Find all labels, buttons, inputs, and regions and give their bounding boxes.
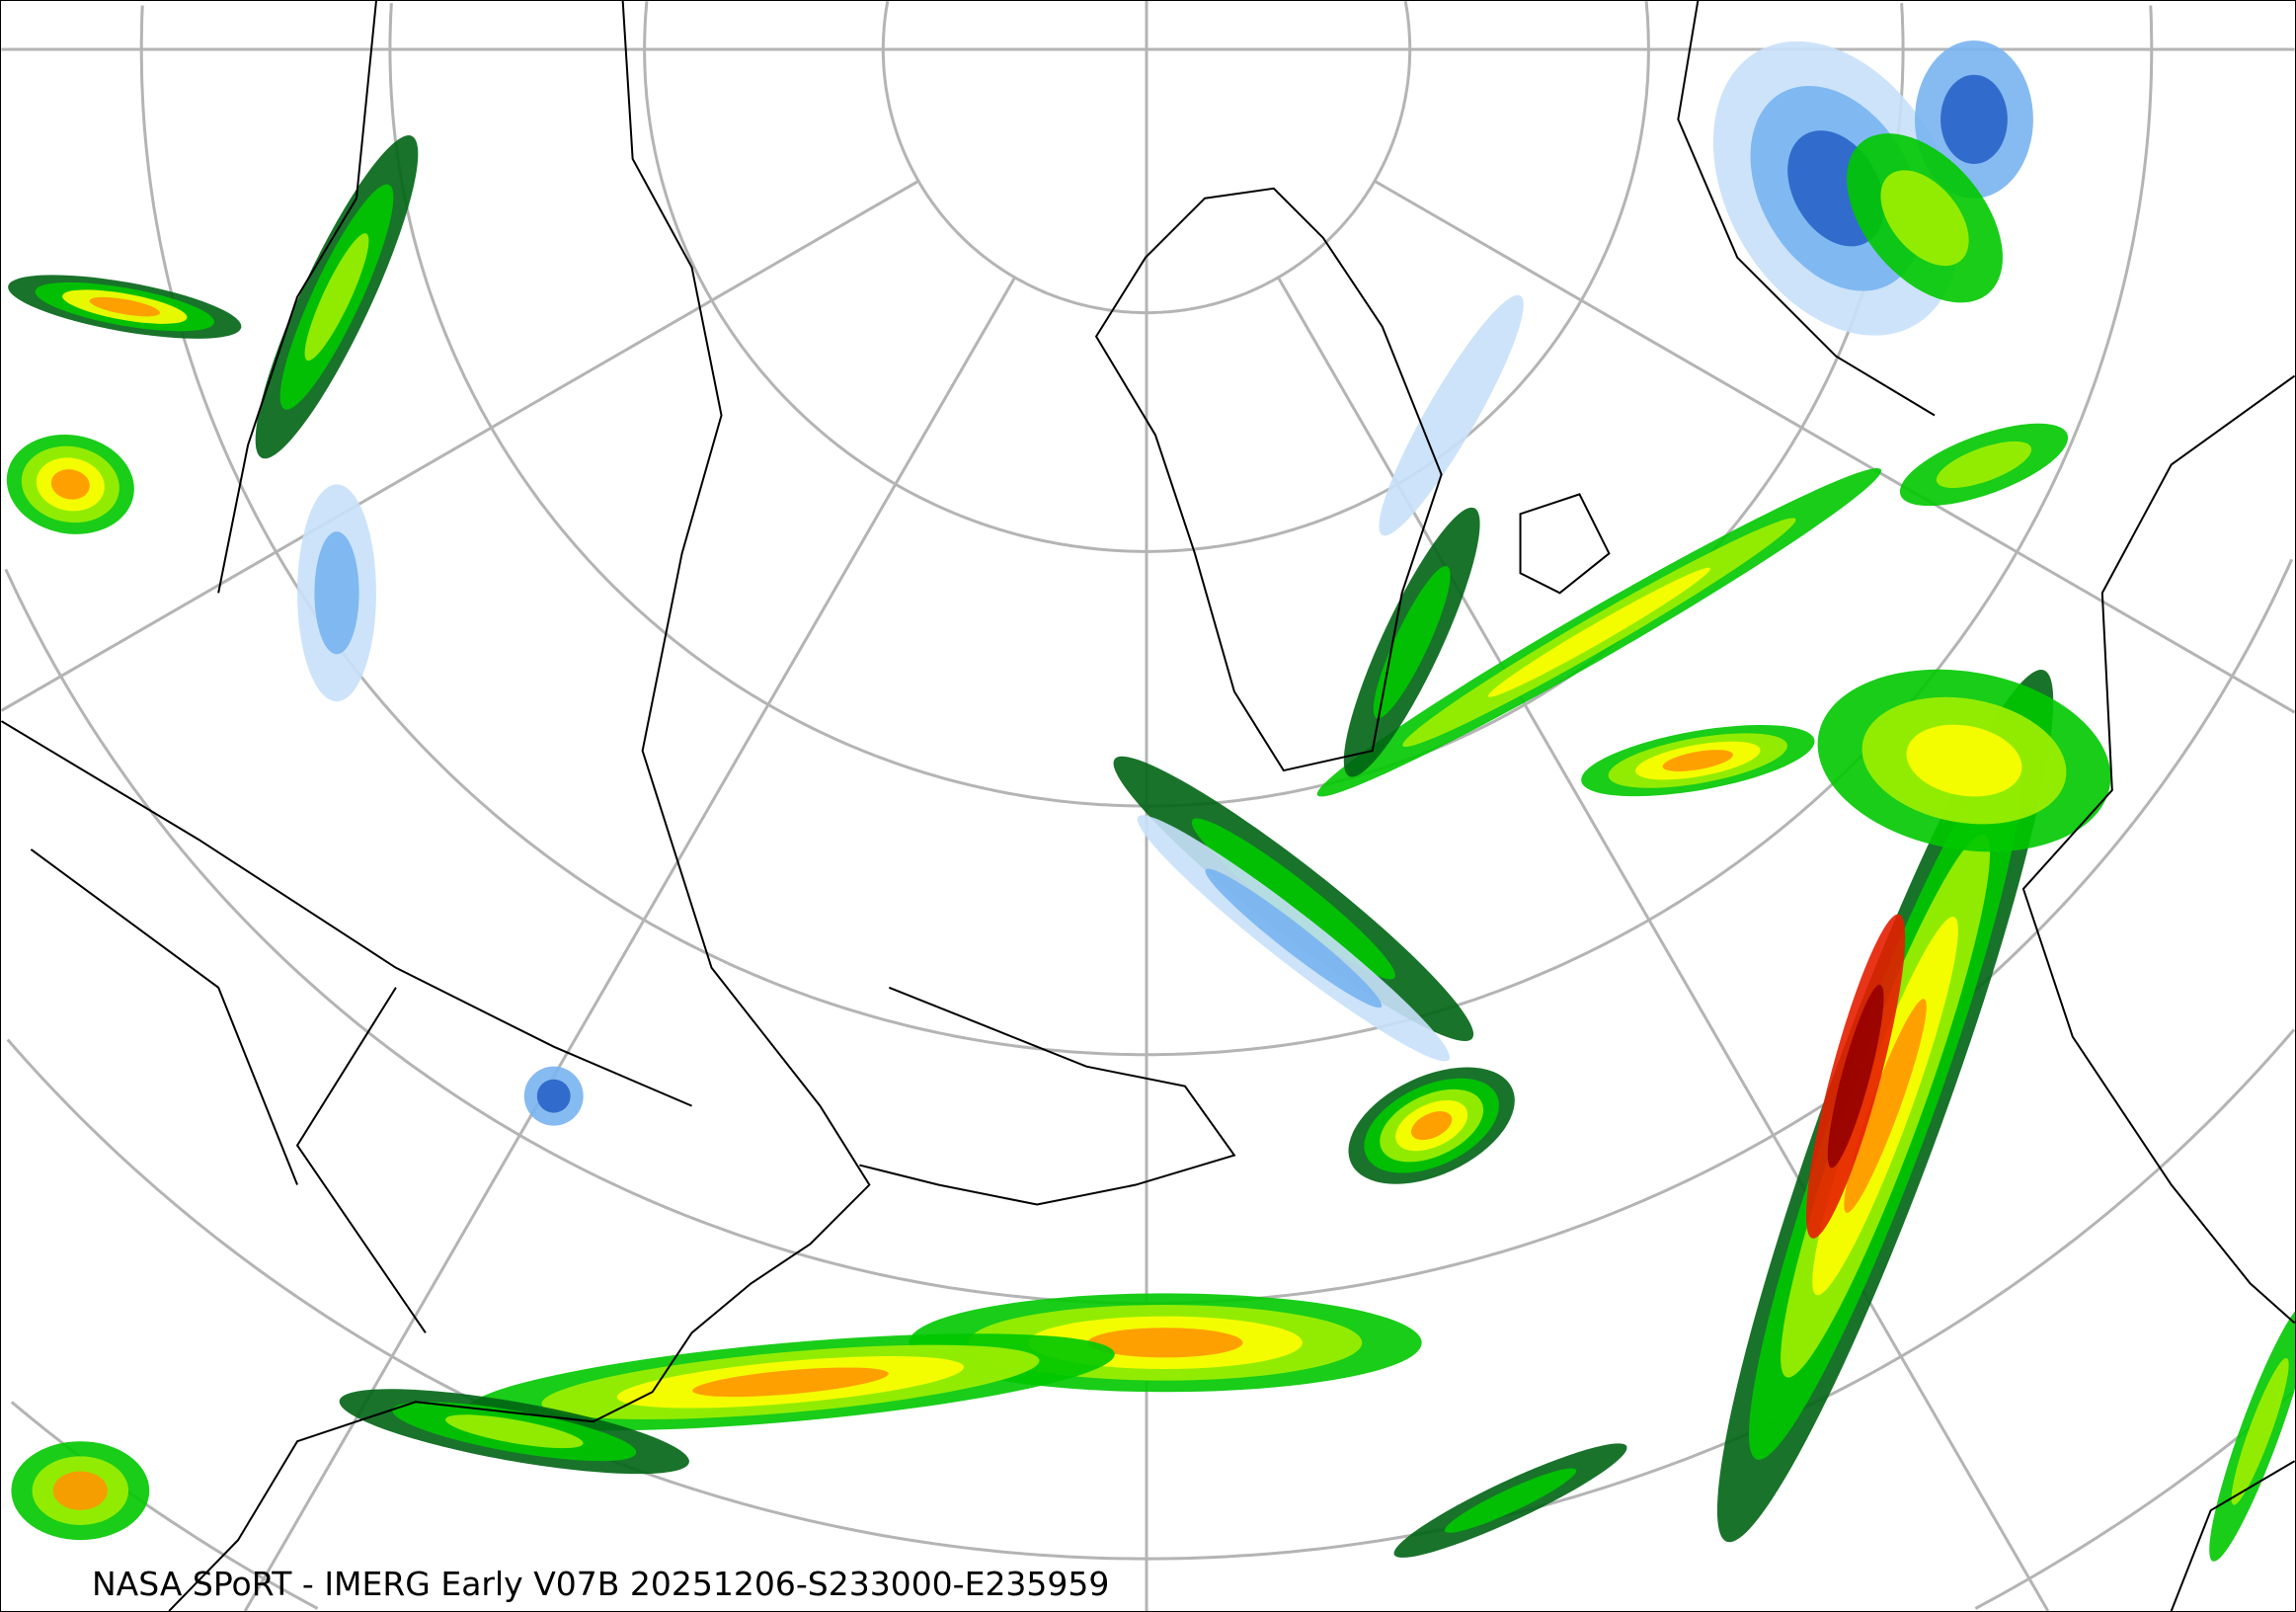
precipitation-area bbox=[1393, 1443, 1627, 1558]
precipitation-area bbox=[1817, 669, 2111, 852]
precipitation-band bbox=[304, 233, 369, 362]
precipitation-area bbox=[1379, 294, 1524, 536]
precipitation-area bbox=[1348, 1067, 1515, 1184]
boundary-line bbox=[1094, 187, 1443, 772]
precipitation-band bbox=[1379, 294, 1524, 536]
precipitation-band bbox=[1444, 1468, 1577, 1533]
precipitation-overlay bbox=[6, 40, 2295, 1562]
latitude-circle bbox=[388, 3, 1905, 808]
precipitation-band bbox=[89, 296, 160, 317]
precipitation-band bbox=[1411, 1111, 1453, 1141]
precipitation-area bbox=[297, 484, 376, 702]
latitude-circle bbox=[1900, 3, 1905, 49]
precipitation-band bbox=[1844, 999, 1927, 1213]
precipitation-band bbox=[1936, 441, 2032, 488]
precipitation-band bbox=[1373, 566, 1451, 719]
precipitation-area bbox=[1343, 507, 1480, 777]
precipitation-band bbox=[1940, 74, 2008, 165]
meridian-line bbox=[1, 179, 919, 712]
precipitation-area bbox=[1316, 468, 1882, 797]
boundary-line bbox=[30, 848, 298, 1185]
precipitation-area bbox=[11, 1441, 150, 1541]
precipitation-area bbox=[339, 1389, 689, 1475]
boundary-line bbox=[859, 986, 1236, 1206]
precipitation-band bbox=[52, 1471, 108, 1510]
meridian-line bbox=[243, 277, 1016, 1611]
precipitation-band bbox=[1087, 1328, 1243, 1358]
boundary-line bbox=[1519, 493, 1611, 595]
precipitation-area bbox=[255, 135, 419, 459]
meridian-line bbox=[1374, 179, 2295, 714]
latitude-circle bbox=[139, 5, 2154, 1057]
precipitation-area bbox=[1899, 423, 2069, 507]
precipitation-area bbox=[6, 434, 134, 534]
precipitation-area bbox=[1581, 724, 1815, 797]
precipitation-band bbox=[1906, 724, 2022, 797]
precipitation-area bbox=[1847, 133, 2003, 303]
latitude-circle bbox=[881, 1, 1412, 315]
precipitation-area bbox=[8, 275, 242, 339]
latitude-circle bbox=[6, 1028, 2295, 1561]
precipitation-band bbox=[50, 469, 90, 500]
boundary-line bbox=[217, 1, 377, 594]
precipitation-area bbox=[1716, 670, 2054, 1543]
boundary-line bbox=[1677, 1, 1936, 417]
latitude-circle bbox=[2149, 5, 2154, 49]
map-caption: NASA SPoRT - IMERG Early V07B 20251206-S… bbox=[92, 1565, 1110, 1603]
precipitation-area bbox=[466, 1333, 1115, 1431]
boundary-line bbox=[1, 720, 692, 1107]
precipitation-area bbox=[1805, 914, 1906, 1239]
precipitation-band bbox=[1662, 750, 1734, 771]
boundary-line bbox=[295, 987, 427, 1333]
precipitation-band bbox=[536, 1079, 571, 1113]
boundary-line bbox=[2170, 1460, 2295, 1611]
latitude-circle bbox=[643, 1, 1650, 553]
precipitation-band bbox=[1880, 170, 1969, 267]
precipitation-band bbox=[1487, 567, 1710, 697]
precipitation-area bbox=[1137, 815, 1450, 1062]
precipitation-band bbox=[2209, 1301, 2295, 1562]
precipitation-area bbox=[523, 1066, 584, 1126]
precipitation-area bbox=[2209, 1301, 2295, 1562]
precipitation-band bbox=[692, 1367, 889, 1398]
precipitation-band bbox=[1205, 868, 1383, 1008]
boundary-line bbox=[168, 1, 871, 1611]
precipitation-band bbox=[1827, 984, 1884, 1169]
latitude-circle bbox=[1644, 1, 1650, 49]
latitude-circle bbox=[1403, 1, 1412, 49]
precipitation-band bbox=[1191, 818, 1395, 980]
boundary-line bbox=[2021, 374, 2295, 1325]
precipitation-band bbox=[314, 531, 359, 655]
precipitation-band bbox=[2231, 1357, 2289, 1505]
precipitation-band bbox=[445, 1414, 584, 1449]
precipitation-area bbox=[1113, 756, 1474, 1041]
